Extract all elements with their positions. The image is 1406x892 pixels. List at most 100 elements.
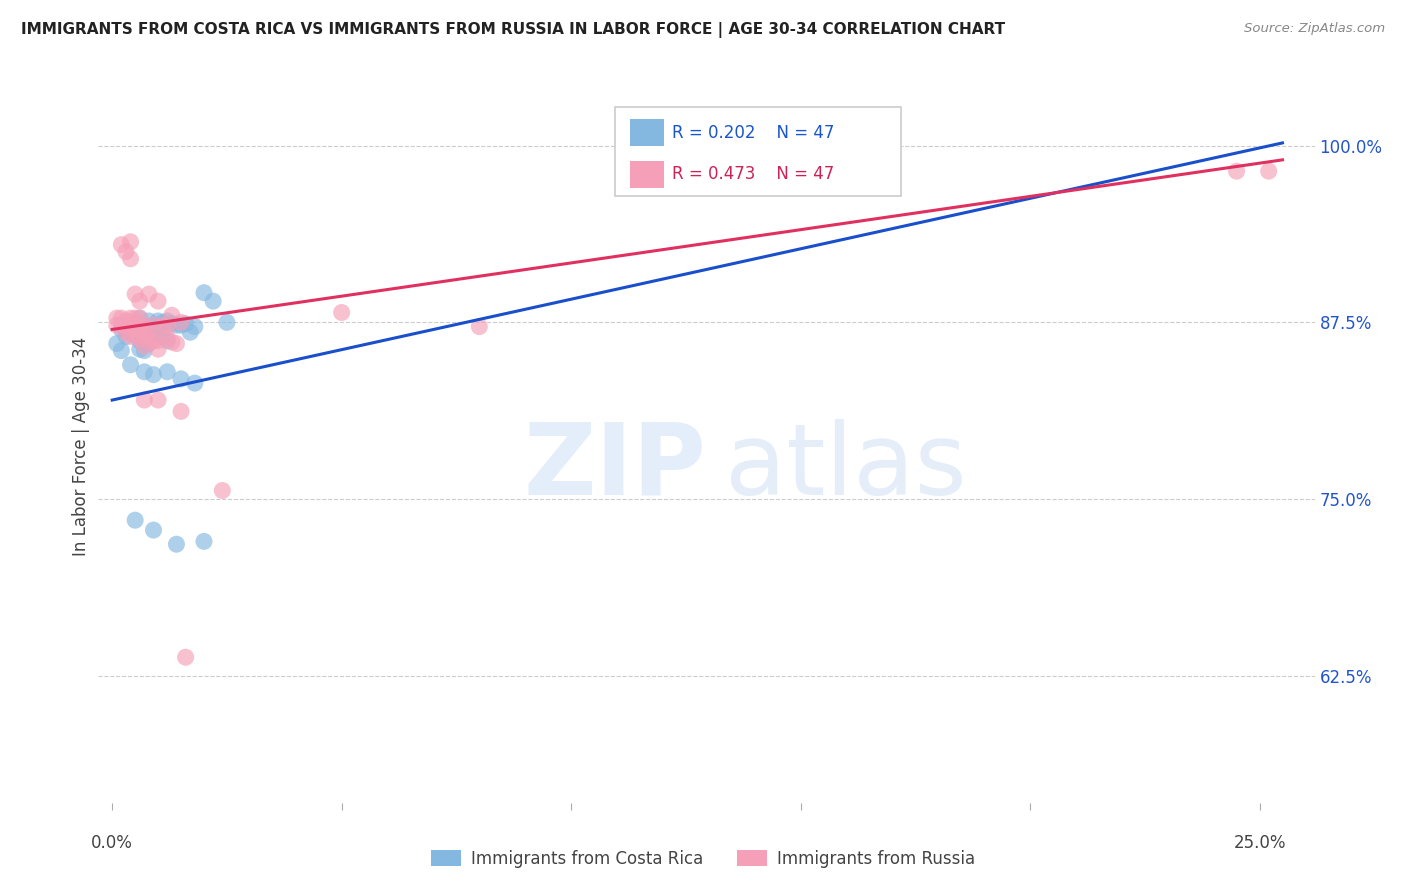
Point bbox=[184, 376, 207, 391]
Point bbox=[160, 317, 183, 331]
Point bbox=[124, 287, 146, 301]
Point bbox=[115, 329, 138, 343]
Y-axis label: In Labor Force | Age 30-34: In Labor Force | Age 30-34 bbox=[72, 336, 90, 556]
Point bbox=[128, 325, 150, 339]
Point bbox=[120, 329, 142, 343]
Point bbox=[124, 315, 146, 329]
Point bbox=[202, 294, 225, 309]
Point bbox=[124, 318, 146, 333]
Point bbox=[124, 328, 146, 343]
Point bbox=[124, 513, 146, 527]
Point bbox=[110, 311, 132, 326]
Point bbox=[138, 335, 160, 350]
Point bbox=[134, 339, 156, 353]
Point bbox=[152, 315, 174, 329]
Point bbox=[105, 318, 128, 333]
Text: IMMIGRANTS FROM COSTA RICA VS IMMIGRANTS FROM RUSSIA IN LABOR FORCE | AGE 30-34 : IMMIGRANTS FROM COSTA RICA VS IMMIGRANTS… bbox=[21, 22, 1005, 38]
Point bbox=[134, 319, 156, 334]
Point bbox=[174, 317, 197, 331]
Point bbox=[115, 319, 138, 334]
Point bbox=[152, 318, 174, 333]
Point bbox=[156, 334, 179, 348]
Point bbox=[468, 319, 491, 334]
Text: R = 0.473    N = 47: R = 0.473 N = 47 bbox=[672, 165, 835, 183]
Point bbox=[146, 334, 169, 348]
Point bbox=[134, 319, 156, 334]
Point bbox=[211, 483, 233, 498]
Point bbox=[170, 404, 193, 418]
Point bbox=[115, 314, 138, 328]
Point bbox=[156, 331, 179, 345]
Point bbox=[120, 321, 142, 335]
Point bbox=[146, 314, 169, 328]
Point bbox=[138, 287, 160, 301]
Point bbox=[128, 334, 150, 348]
Point bbox=[170, 315, 193, 329]
Text: R = 0.202    N = 47: R = 0.202 N = 47 bbox=[672, 124, 835, 142]
Point bbox=[128, 311, 150, 326]
Point bbox=[160, 335, 183, 350]
Point bbox=[165, 318, 187, 333]
Text: Source: ZipAtlas.com: Source: ZipAtlas.com bbox=[1244, 22, 1385, 36]
Point bbox=[1226, 164, 1249, 178]
Text: 25.0%: 25.0% bbox=[1233, 834, 1286, 852]
Point bbox=[142, 334, 165, 348]
Point bbox=[193, 285, 215, 300]
Point bbox=[134, 332, 156, 346]
Point bbox=[146, 294, 169, 309]
Point bbox=[105, 336, 128, 351]
FancyBboxPatch shape bbox=[630, 120, 664, 146]
Point bbox=[152, 329, 174, 343]
Point bbox=[128, 332, 150, 346]
Point bbox=[128, 321, 150, 335]
Point bbox=[215, 315, 238, 329]
Point bbox=[330, 305, 353, 319]
Point bbox=[156, 365, 179, 379]
Point bbox=[124, 328, 146, 343]
Point bbox=[110, 237, 132, 252]
FancyBboxPatch shape bbox=[616, 107, 901, 196]
Point bbox=[184, 319, 207, 334]
Point bbox=[174, 650, 197, 665]
Point bbox=[156, 314, 179, 328]
Point bbox=[142, 329, 165, 343]
Point bbox=[134, 365, 156, 379]
Point bbox=[170, 318, 193, 333]
Point bbox=[128, 311, 150, 326]
Point bbox=[115, 244, 138, 259]
Point bbox=[179, 325, 201, 339]
Point bbox=[138, 314, 160, 328]
Point bbox=[120, 358, 142, 372]
Point bbox=[120, 319, 142, 334]
Point bbox=[110, 322, 132, 336]
Point bbox=[124, 311, 146, 326]
Point bbox=[128, 342, 150, 356]
Point bbox=[142, 318, 165, 333]
Point bbox=[142, 368, 165, 382]
Point bbox=[128, 294, 150, 309]
Text: 0.0%: 0.0% bbox=[91, 834, 134, 852]
Point bbox=[115, 325, 138, 339]
Text: ZIP: ZIP bbox=[523, 419, 707, 516]
FancyBboxPatch shape bbox=[630, 161, 664, 187]
Point bbox=[110, 343, 132, 358]
Point bbox=[134, 343, 156, 358]
Point bbox=[165, 537, 187, 551]
Point bbox=[146, 342, 169, 356]
Point bbox=[160, 308, 183, 322]
Point bbox=[120, 311, 142, 326]
Point bbox=[105, 311, 128, 326]
Point bbox=[193, 534, 215, 549]
Point bbox=[138, 325, 160, 339]
Point bbox=[156, 319, 179, 334]
Point bbox=[120, 325, 142, 339]
Point bbox=[146, 328, 169, 343]
Point bbox=[142, 523, 165, 537]
Point bbox=[170, 372, 193, 386]
Legend: Immigrants from Costa Rica, Immigrants from Russia: Immigrants from Costa Rica, Immigrants f… bbox=[425, 844, 981, 875]
Point bbox=[138, 336, 160, 351]
Point bbox=[110, 318, 132, 333]
Point bbox=[138, 324, 160, 338]
Point bbox=[165, 336, 187, 351]
Point bbox=[142, 318, 165, 333]
